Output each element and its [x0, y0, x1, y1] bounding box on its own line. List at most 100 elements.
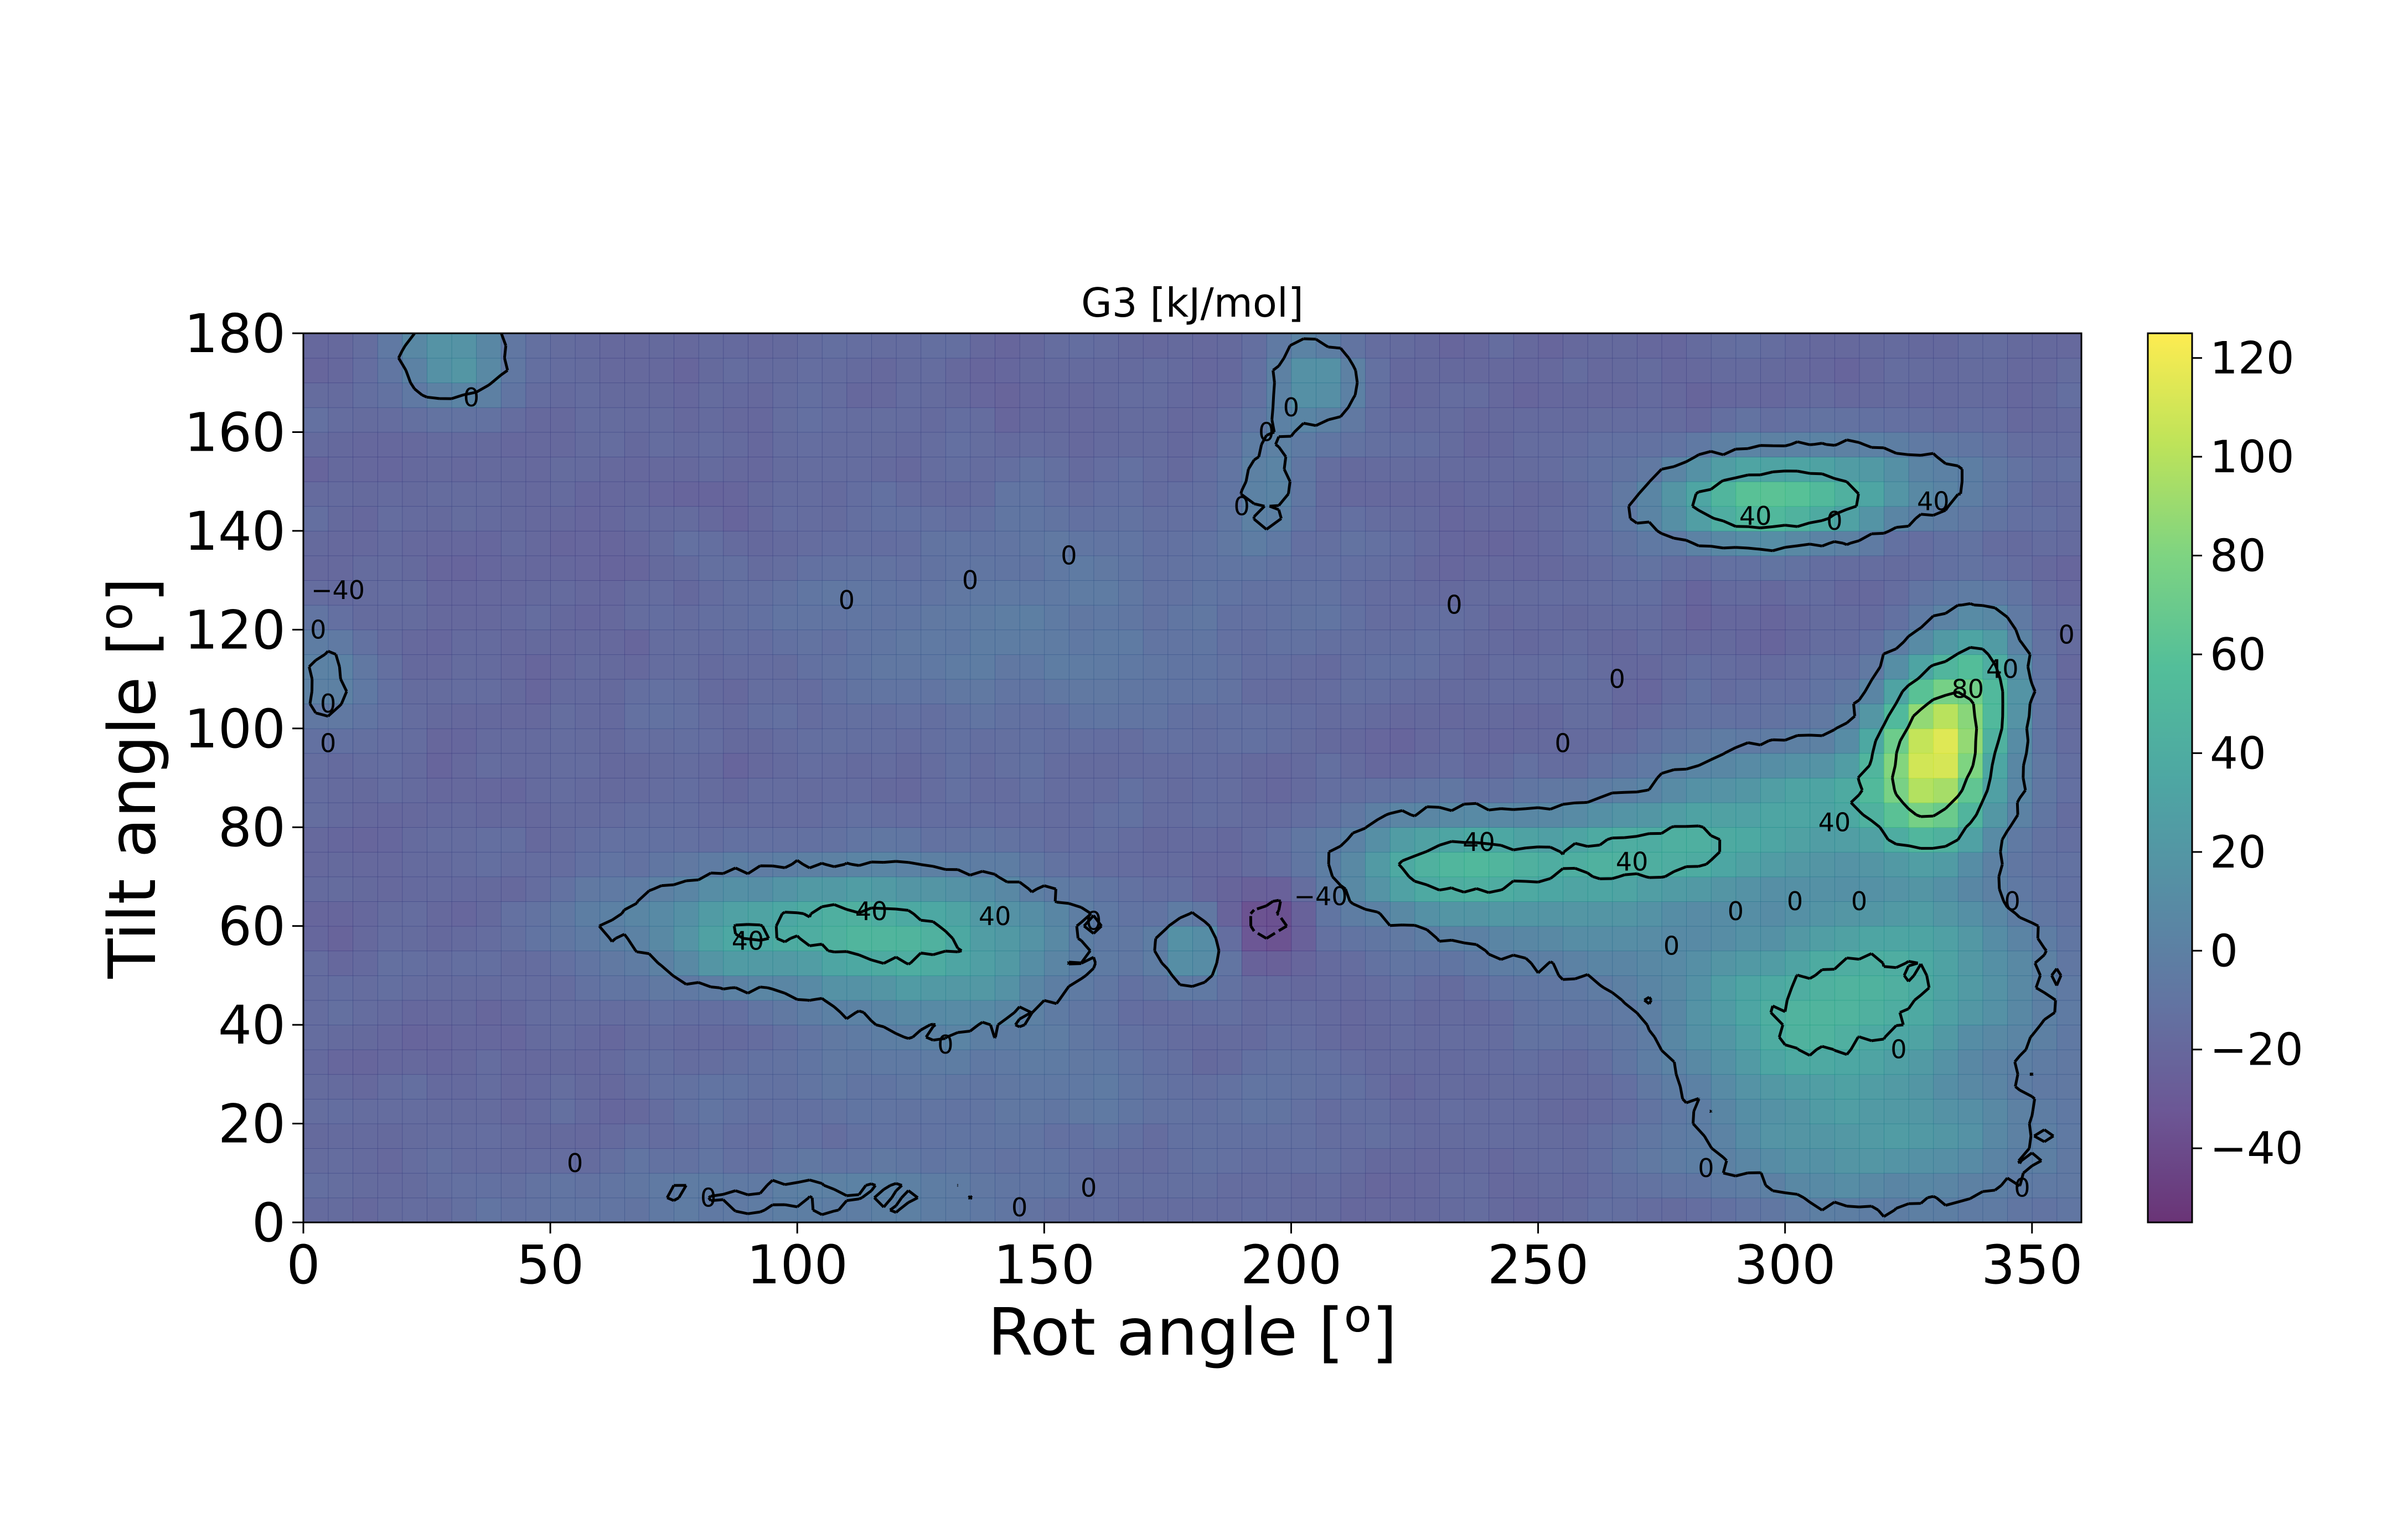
heatmap-cell — [772, 530, 798, 556]
heatmap-cell — [1167, 1148, 1193, 1174]
heatmap-cell — [1414, 629, 1440, 655]
heatmap-cell — [1365, 481, 1391, 507]
heatmap-cell — [649, 778, 674, 803]
heatmap-cell — [303, 530, 329, 556]
heatmap-cell — [303, 926, 329, 952]
heatmap-cell — [1217, 333, 1243, 359]
heatmap-cell — [1291, 728, 1316, 754]
heatmap-cell — [871, 1098, 897, 1124]
heatmap-cell — [1884, 407, 1909, 433]
heatmap-cell — [945, 432, 971, 457]
heatmap-cell — [402, 753, 427, 778]
heatmap-cell — [1389, 333, 1415, 359]
heatmap-cell — [871, 679, 897, 704]
heatmap-cell — [1735, 753, 1761, 778]
heatmap-cell — [2032, 407, 2058, 433]
heatmap-cell — [748, 1197, 773, 1222]
heatmap-cell — [1414, 1074, 1440, 1099]
heatmap-cell — [1834, 605, 1860, 631]
heatmap-cell — [1167, 728, 1193, 754]
heatmap-cell — [1563, 1173, 1588, 1199]
heatmap-cell — [1834, 407, 1860, 433]
heatmap-cell — [821, 530, 848, 556]
heatmap-cell — [1513, 629, 1539, 655]
heatmap-cell — [2007, 1049, 2033, 1075]
heatmap-cell — [2007, 876, 2033, 902]
heatmap-cell — [1044, 1173, 1069, 1199]
heatmap-cell — [846, 926, 872, 952]
heatmap-cell — [1340, 605, 1366, 631]
heatmap-cell — [1884, 605, 1909, 631]
heatmap-cell — [1019, 951, 1045, 976]
heatmap-cell — [995, 358, 1020, 384]
heatmap-cell — [698, 753, 724, 778]
heatmap-cell — [1019, 432, 1045, 457]
heatmap-cell — [377, 1123, 403, 1149]
heatmap-cell — [698, 457, 724, 482]
heatmap-cell — [575, 827, 601, 853]
heatmap-cell — [1661, 951, 1687, 976]
heatmap-cell — [871, 975, 897, 1001]
heatmap-cell — [970, 802, 995, 828]
heatmap-cell — [1044, 926, 1069, 952]
heatmap-cell — [1316, 654, 1341, 680]
heatmap-cell — [1414, 580, 1440, 606]
heatmap-cell — [698, 530, 724, 556]
heatmap-cell — [970, 827, 995, 853]
heatmap-cell — [1019, 827, 1045, 853]
heatmap-cell — [427, 530, 452, 556]
heatmap-cell — [1587, 926, 1613, 952]
heatmap-cell — [821, 654, 848, 680]
heatmap-cell — [674, 728, 699, 754]
heatmap-cell — [772, 481, 798, 507]
heatmap-cell — [1167, 432, 1193, 457]
contour-label: 0 — [1446, 590, 1462, 620]
heatmap-cell — [1908, 506, 1934, 531]
heatmap-cell — [970, 530, 995, 556]
heatmap-cell — [1192, 1173, 1218, 1199]
heatmap-cell — [1093, 1173, 1119, 1199]
heatmap-cell — [1957, 851, 1983, 877]
heatmap-cell — [1637, 753, 1662, 778]
heatmap-cell — [945, 333, 971, 359]
heatmap-cell — [1242, 827, 1267, 853]
heatmap-cell — [698, 778, 724, 803]
heatmap-cell — [1810, 704, 1835, 729]
heatmap-cell — [2032, 555, 2058, 581]
heatmap-cell — [303, 654, 329, 680]
heatmap-cell — [377, 951, 403, 976]
heatmap-cell — [1785, 851, 1811, 877]
heatmap-cell — [1266, 358, 1292, 384]
heatmap-cell — [1019, 580, 1045, 606]
heatmap-cell — [1711, 580, 1737, 606]
heatmap-cell — [772, 951, 798, 976]
heatmap-cell — [1957, 654, 1983, 680]
heatmap-cell — [1389, 728, 1415, 754]
heatmap-cell — [1044, 975, 1069, 1001]
heatmap-cell — [674, 555, 699, 581]
heatmap-cell — [500, 876, 526, 902]
heatmap-cell — [624, 333, 650, 359]
heatmap-cell — [1340, 728, 1366, 754]
heatmap-cell — [1340, 654, 1366, 680]
heatmap-cell — [1192, 407, 1218, 433]
heatmap-cell — [723, 827, 748, 853]
heatmap-cell — [723, 407, 748, 433]
heatmap-cell — [1785, 926, 1811, 952]
heatmap-cell — [402, 802, 427, 828]
heatmap-cell — [1316, 629, 1341, 655]
heatmap-cell — [1735, 1000, 1761, 1025]
heatmap-cell — [500, 605, 526, 631]
heatmap-cell — [1563, 407, 1588, 433]
heatmap-cell — [921, 1123, 946, 1149]
heatmap-cell — [303, 778, 329, 803]
heatmap-cell — [821, 580, 848, 606]
heatmap-cell — [1242, 555, 1267, 581]
heatmap-cell — [995, 654, 1020, 680]
heatmap-cell — [871, 728, 897, 754]
heatmap-cell — [797, 654, 823, 680]
heatmap-cell — [624, 827, 650, 853]
heatmap-cell — [1093, 457, 1119, 482]
heatmap-cell — [2056, 1123, 2081, 1149]
heatmap-cell — [353, 530, 378, 556]
